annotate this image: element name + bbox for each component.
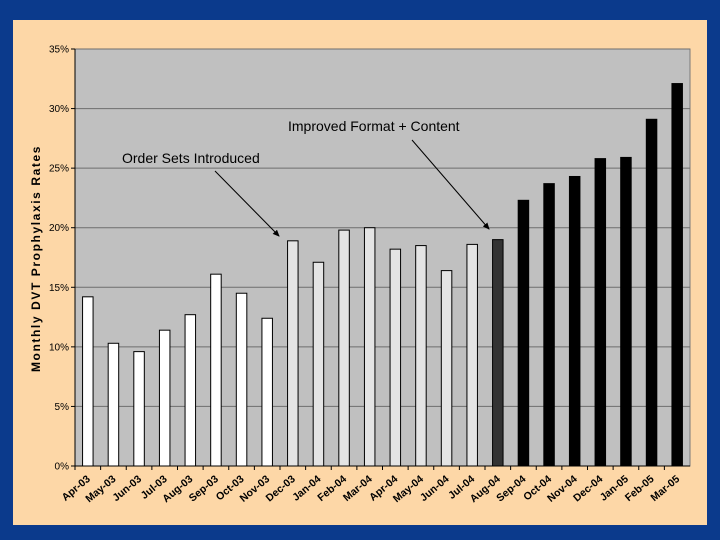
annotation-label: Order Sets Introduced bbox=[122, 150, 260, 166]
bar-oct-03 bbox=[235, 292, 248, 467]
x-tick-label: Sep-03 bbox=[187, 473, 221, 504]
bar-may-04 bbox=[415, 245, 427, 467]
annotations: Order Sets Introduced Improved Format + C… bbox=[122, 118, 490, 237]
x-tick-label: Mar-04 bbox=[341, 473, 375, 504]
x-tick-label: Jun-03 bbox=[110, 473, 144, 504]
x-tick-label: Sep-04 bbox=[494, 473, 528, 504]
bar-oct-04 bbox=[543, 183, 555, 467]
x-tick-label: Dec-03 bbox=[264, 473, 298, 504]
x-tick-label: Mar-05 bbox=[648, 473, 682, 504]
bar-dec-04 bbox=[594, 158, 607, 467]
bar-nov-03 bbox=[261, 317, 273, 467]
bars bbox=[82, 83, 683, 467]
annotation-label: Improved Format + Content bbox=[288, 118, 460, 134]
x-tick-label: Jun-04 bbox=[418, 473, 452, 504]
bar-aug-04 bbox=[492, 239, 504, 467]
gridlines bbox=[75, 48, 690, 467]
bar-sep-03 bbox=[210, 273, 222, 467]
y-axis-label: Monthly DVT Prophylaxis Rates bbox=[29, 145, 43, 372]
bar-mar-04 bbox=[363, 227, 376, 467]
annotation-arrow bbox=[411, 139, 490, 230]
bar-jul-04 bbox=[466, 243, 478, 467]
bar-nov-04 bbox=[568, 175, 581, 467]
y-tick-label: 35% bbox=[49, 45, 69, 56]
bar-dec-03 bbox=[287, 240, 299, 467]
plot-area bbox=[74, 48, 691, 467]
y-tick-label: 15% bbox=[49, 283, 69, 294]
bar-jun-04 bbox=[440, 270, 453, 467]
bar-sep-04 bbox=[517, 199, 530, 467]
y-tick-label: 30% bbox=[49, 104, 69, 115]
annotation-arrow bbox=[214, 170, 280, 237]
y-tick-label: 0% bbox=[55, 462, 70, 473]
bar-feb-05 bbox=[645, 118, 658, 467]
y-tick-label: 10% bbox=[49, 342, 69, 353]
bar-jan-05 bbox=[620, 156, 632, 467]
bar-apr-04 bbox=[389, 248, 402, 467]
bar-may-03 bbox=[107, 342, 120, 467]
bar-mar-05 bbox=[671, 83, 683, 467]
bar-jun-03 bbox=[133, 351, 145, 467]
x-axis-ticks: Apr-03May-03Jun-03Jul-03Aug-03Sep-03Oct-… bbox=[60, 466, 682, 505]
x-tick-label: Dec-04 bbox=[571, 473, 605, 504]
y-tick-label: 20% bbox=[49, 223, 69, 234]
bar-feb-04 bbox=[338, 229, 350, 467]
y-tick-label: 25% bbox=[49, 164, 69, 175]
bar-jan-04 bbox=[312, 261, 325, 467]
bar-apr-03 bbox=[82, 296, 94, 467]
y-tick-label: 5% bbox=[55, 402, 70, 413]
bar-jul-03 bbox=[158, 329, 171, 467]
bar-aug-03 bbox=[184, 314, 197, 467]
